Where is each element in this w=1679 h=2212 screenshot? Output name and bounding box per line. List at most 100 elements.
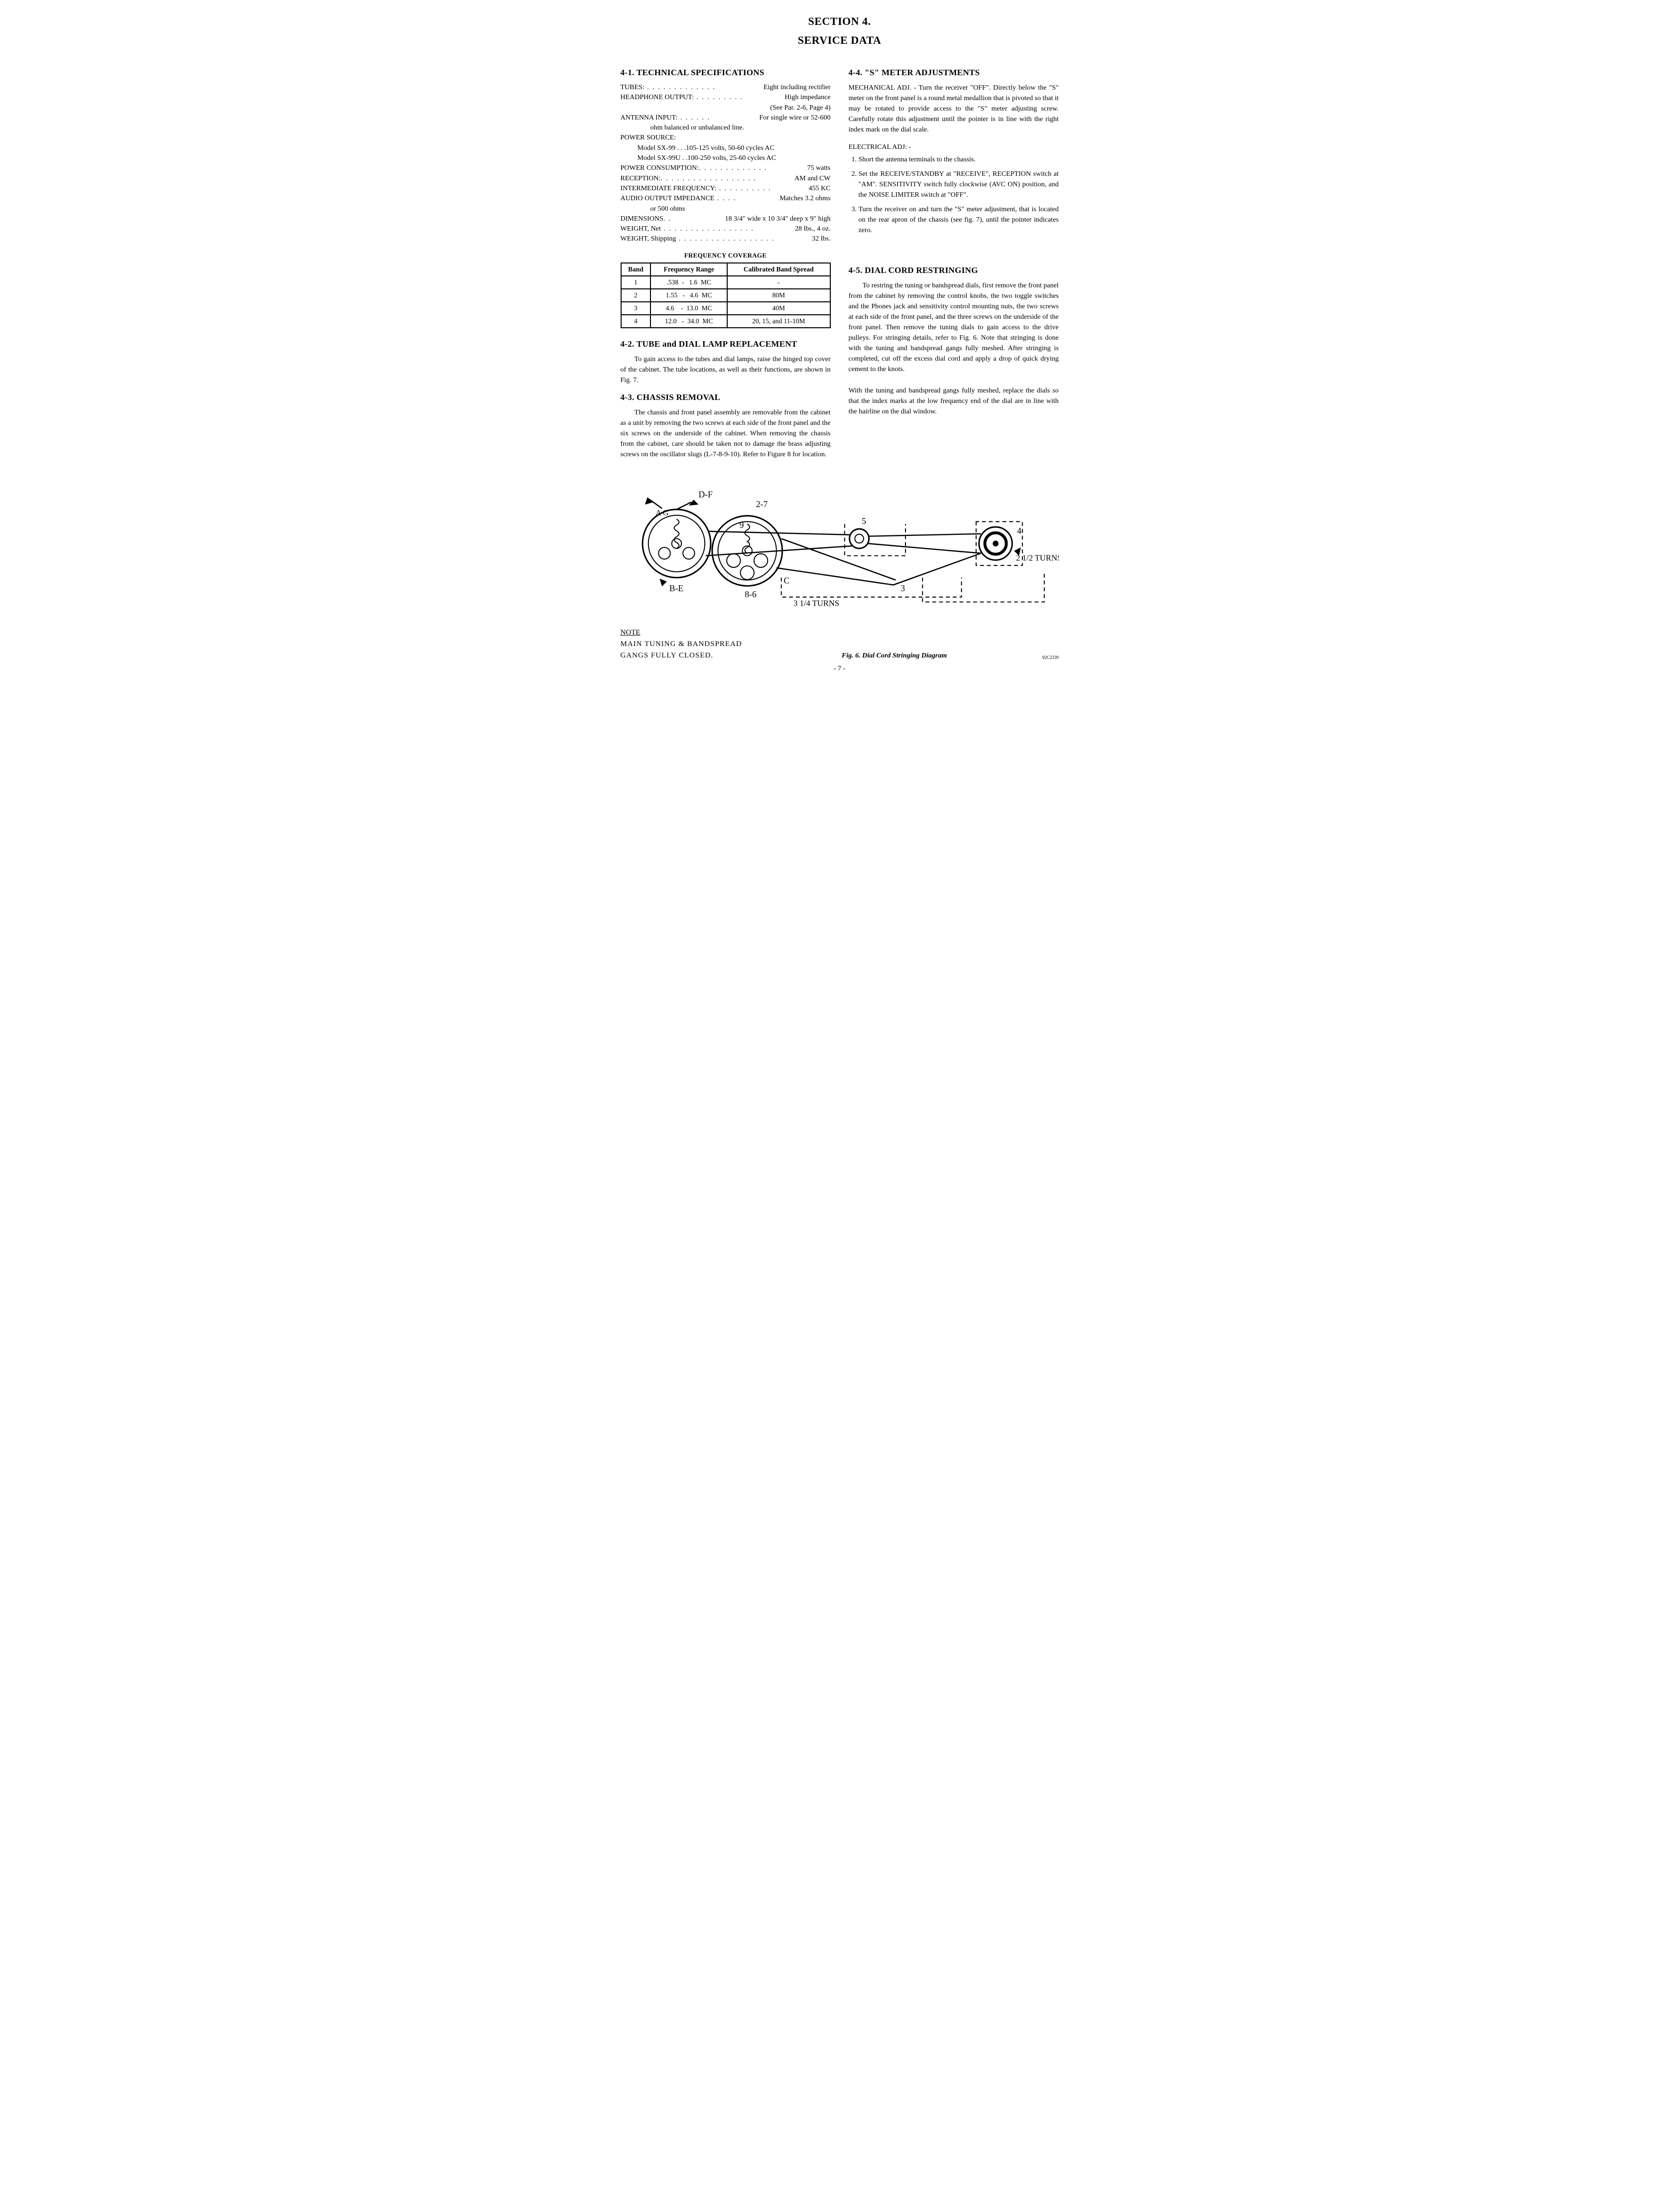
note-label: NOTE [621,629,641,637]
spec-row: ANTENNA INPUT: . . . . . . For single wi… [621,113,831,123]
spec-value: Eight including rectifier [764,83,831,93]
spec-row: DIMENSIONS . . 18 3/4" wide x 10 3/4" de… [621,214,831,224]
label-27: 2-7 [756,499,768,509]
note-line-1: MAIN TUNING & BANDSPREAD [621,640,770,649]
spec-label: WEIGHT, Shipping [621,234,676,244]
section-number: SECTION 4. [621,15,1059,28]
left-column: 4-1. TECHNICAL SPECIFICATIONS TUBES: . .… [621,61,831,467]
table-header-row: Band Frequency Range Calibrated Band Spr… [621,263,830,276]
label-86: 8-6 [745,589,757,599]
spec-value: 28 lbs., 4 oz. [795,224,831,234]
antenna-continuation: ohm balanced or unbalanced line. [621,123,831,133]
th-range: Frequency Range [650,263,727,276]
list-item: Set the RECEIVE/STANDBY at "RECEIVE", RE… [859,169,1059,200]
label-9: 9 [739,520,744,530]
heading-4-2: 4-2. TUBE and DIAL LAMP REPLACEMENT [621,339,831,349]
spec-row: RECEPTION: . . . . . . . . . . . . . . .… [621,174,831,184]
sec43-body: The chassis and front panel assembly are… [621,407,831,460]
dot-leader: . . . . . . . . . . . . . [699,163,807,173]
spec-label: INTERMEDIATE FREQUENCY: [621,184,717,194]
title-block: SECTION 4. SERVICE DATA [621,15,1059,47]
heading-4-4: 4-4. "S" METER ADJUSTMENTS [849,68,1059,78]
heading-4-3: 4-3. CHASSIS REMOVAL [621,392,831,402]
spec-row: HEADPHONE OUTPUT: . . . . . . . . . High… [621,93,831,103]
cell: 1.55 - 4.6 MC [650,289,727,302]
right-drum [979,527,1012,560]
cell: - [727,276,830,289]
table-row: 1 .538 - 1.6 MC - [621,276,830,289]
audio-continuation: or 500 ohms [621,204,831,214]
label-25turns: 2 1/2 TURNS [1016,553,1058,562]
power-source-line: Model SX-99 . . .105-125 volts, 50-60 cy… [621,143,831,153]
spec-row: INTERMEDIATE FREQUENCY: . . . . . . . . … [621,184,831,194]
cell: 2 [621,289,651,302]
dot-leader: . . . . . . . . . . . . . . . . . [661,224,795,234]
freq-coverage-title: FREQUENCY COVERAGE [621,252,831,260]
arrows [645,497,1021,586]
dial-cord-diagram: D-F A G 2-7 9 5 4 2 1/2 TURNS B-E 8-6 C … [621,474,1059,660]
figure-caption: Fig. 6. Dial Cord Stringing Diagram [785,652,1004,660]
spec-label: RECEPTION: [621,174,661,184]
sec45-p2: With the tuning and bandspread gangs ful… [849,386,1059,417]
cell: 3 [621,302,651,315]
sec44-mechanical: MECHANICAL ADJ. - Turn the receiver "OFF… [849,83,1059,135]
right-column: 4-4. "S" METER ADJUSTMENTS MECHANICAL AD… [849,61,1059,467]
list-item: Turn the receiver on and turn the "S" me… [859,204,1059,236]
two-column-layout: 4-1. TECHNICAL SPECIFICATIONS TUBES: . .… [621,61,1059,467]
spec-value: 18 3/4" wide x 10 3/4" deep x 9" high [725,214,831,224]
th-band: Band [621,263,651,276]
spec-value: 455 KC [809,184,831,194]
cord-lines [649,500,981,585]
sec42-body: To gain access to the tubes and dial lam… [621,354,831,386]
cell: 20, 15, and 11-10M [727,315,830,328]
cell: 40M [727,302,830,315]
spec-value: 75 watts [807,163,830,173]
section-title: SERVICE DATA [621,34,1059,47]
list-item: Short the antenna terminals to the chass… [859,154,1059,165]
dot-leader: . . . . . . . . . . [716,184,808,194]
label-AG: A G [655,509,668,517]
dot-leader: . . . . . . . . . [694,93,784,103]
electrical-adj-label: ELECTRICAL ADJ: - [849,142,1059,152]
left-pulley [643,510,711,578]
label-C: C [783,575,789,585]
cell: .538 - 1.6 MC [650,276,727,289]
spec-value: 32 lbs. [812,234,830,244]
power-source-label: POWER SOURCE: [621,133,831,143]
doc-id: 92C2339 [1019,655,1059,660]
spec-label: WEIGHT, Net [621,224,661,234]
th-spread: Calibrated Band Spread [727,263,830,276]
cell: 80M [727,289,830,302]
spec-row: WEIGHT, Net . . . . . . . . . . . . . . … [621,224,831,234]
frequency-table: Band Frequency Range Calibrated Band Spr… [621,262,831,328]
heading-4-1: 4-1. TECHNICAL SPECIFICATIONS [621,68,831,78]
diagram-note: NOTE [621,629,770,637]
dot-leader: . . . . [714,194,779,204]
spec-label: POWER CONSUMPTION: [621,163,699,173]
dot-leader: . . . . . . . . . . . . . . . . . . [660,174,794,184]
spec-row: POWER CONSUMPTION: . . . . . . . . . . .… [621,163,831,173]
heading-4-5: 4-5. DIAL CORD RESTRINGING [849,265,1059,275]
spec-value: For single wire or 52-600 [759,113,830,123]
dot-leader: . . . . . . [677,113,759,123]
label-4: 4 [1017,525,1021,535]
page: SECTION 4. SERVICE DATA 4-1. TECHNICAL S… [601,0,1079,693]
cell: 1 [621,276,651,289]
label-DF: D-F [698,489,713,499]
dot-leader: . . [663,214,725,224]
sec45-p1: To restring the tuning or bandspread dia… [849,280,1059,375]
spec-list: TUBES: . . . . . . . . . . . . . Eight i… [621,83,831,245]
label-5: 5 [862,516,866,526]
electrical-adj-list: Short the antenna terminals to the chass… [859,154,1059,236]
table-row: 3 4.6 - 13.0 MC 40M [621,302,830,315]
stringing-diagram-svg: D-F A G 2-7 9 5 4 2 1/2 TURNS B-E 8-6 C … [621,474,1059,623]
note-line-2: GANGS FULLY CLOSED. [621,651,770,660]
dot-leader: . . . . . . . . . . . . . . . . . . [676,234,812,244]
spec-label: AUDIO OUTPUT IMPEDANCE [621,194,715,204]
spec-row: WEIGHT, Shipping . . . . . . . . . . . .… [621,234,831,244]
dot-leader: . . . . . . . . . . . . . [645,83,764,93]
spec-value: High impedance [784,93,830,103]
idler-5 [849,529,869,548]
dashed-box-drum [976,521,1022,565]
table-row: 2 1.55 - 4.6 MC 80M [621,289,830,302]
